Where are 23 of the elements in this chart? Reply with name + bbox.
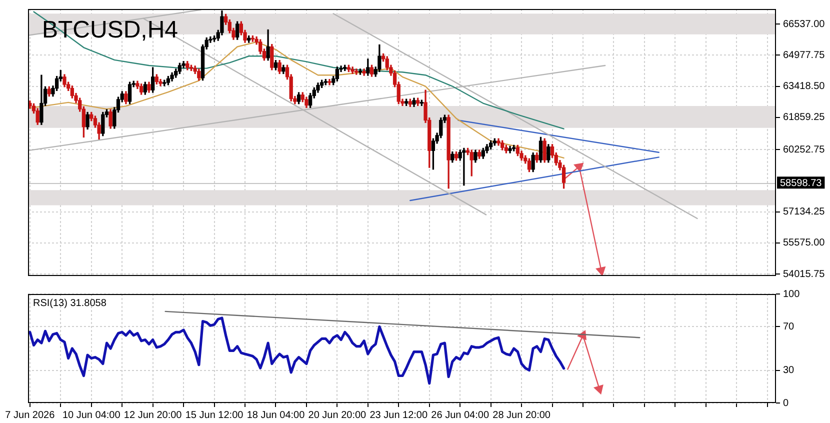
- y-tick-label: 66537.00: [783, 18, 826, 30]
- y-tick-label: 60252.75: [783, 144, 826, 156]
- x-tick-label: 18 Jun 04:00: [246, 410, 306, 421]
- y-tick-label: 0: [783, 398, 789, 409]
- x-tick-label: 23 Jun 12:00: [370, 410, 428, 421]
- x-tick-label: 15 Jun 12:00: [185, 410, 244, 421]
- x-tick-label: 20 Jun 20:00: [308, 410, 367, 421]
- y-tick-label: 61859.25: [783, 112, 826, 124]
- x-tick-label: 7 Jun 2026: [5, 410, 56, 421]
- y-tick-label: 57134.25: [783, 206, 826, 218]
- y-tick-label: 54015.75: [783, 268, 826, 280]
- chart-title: RSI(13) 31.8058: [33, 298, 107, 309]
- y-tick-label: 55575.00: [783, 238, 826, 249]
- x-tick-label: 26 Jun 04:00: [431, 410, 490, 421]
- ref-line-label: 58598.73: [780, 178, 822, 189]
- y-tick-label: 70: [783, 321, 795, 332]
- y-tick-label: 63418.50: [783, 81, 826, 92]
- x-tick-label: 28 Jun 20:00: [492, 410, 551, 421]
- y-tick-label: 64977.75: [783, 50, 826, 61]
- y-tick-label: 30: [783, 365, 795, 376]
- x-tick-label: 10 Jun 04:00: [62, 410, 121, 421]
- x-tick-label: 12 Jun 20:00: [124, 410, 182, 421]
- y-tick-label: 100: [783, 288, 800, 300]
